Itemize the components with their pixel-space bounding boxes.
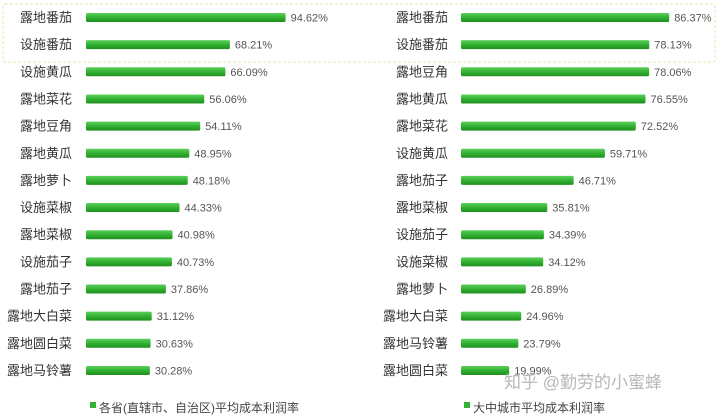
left-value-label: 37.86% xyxy=(171,284,209,296)
left-category-label: 露地茄子 xyxy=(20,282,72,297)
left-value-label: 40.73% xyxy=(177,257,215,269)
left-category-label: 露地番茄 xyxy=(20,10,72,25)
left-value-label: 94.62% xyxy=(291,13,329,25)
right-value-label: 78.13% xyxy=(654,40,692,52)
right-value-label: 59.71% xyxy=(610,148,648,160)
legend-label-left: 各省(直辖市、自治区)平均成本利润率 xyxy=(99,400,299,415)
left-category-label: 露地菜椒 xyxy=(20,227,72,242)
right-category-label: 露地菜花 xyxy=(396,119,448,134)
right-value-label: 34.39% xyxy=(549,230,587,242)
left-category-label: 露地豆角 xyxy=(20,119,72,134)
left-value-label: 54.11% xyxy=(205,121,242,133)
right-category-label: 露地圆白菜 xyxy=(383,363,448,378)
left-category-label: 设施番茄 xyxy=(20,37,72,52)
left-bar xyxy=(86,365,150,375)
left-bar xyxy=(86,175,188,185)
right-value-label: 78.06% xyxy=(654,67,692,79)
left-value-label: 30.28% xyxy=(155,365,193,377)
legend-right: 大中城市平均成本利润率 xyxy=(464,400,605,415)
right-value-label: 76.55% xyxy=(651,94,689,106)
right-bar xyxy=(461,365,510,375)
right-bar xyxy=(461,121,636,131)
right-category-label: 设施茄子 xyxy=(396,227,448,242)
left-category-label: 设施茄子 xyxy=(20,254,72,269)
right-category-label: 露地菜椒 xyxy=(396,200,448,215)
left-bar xyxy=(86,203,180,213)
left-value-label: 31.12% xyxy=(157,311,195,323)
right-bar xyxy=(461,257,544,267)
right-bar xyxy=(461,284,526,294)
left-value-label: 48.18% xyxy=(193,175,231,187)
right-bar xyxy=(461,338,519,348)
left-category-label: 露地黄瓜 xyxy=(20,146,72,161)
left-bar xyxy=(86,94,205,104)
right-category-label: 露地萝卜 xyxy=(396,282,448,297)
right-bar xyxy=(461,13,670,22)
right-category-label: 露地马铃薯 xyxy=(383,336,448,351)
legend-swatch-right xyxy=(464,402,470,408)
legend-left: 各省(直辖市、自治区)平均成本利润率 xyxy=(90,400,299,415)
left-category-label: 露地大白菜 xyxy=(7,309,72,324)
right-bar xyxy=(461,94,646,104)
right-bar xyxy=(461,311,522,321)
left-category-label: 露地马铃薯 xyxy=(7,363,72,378)
left-category-label: 露地圆白菜 xyxy=(7,336,72,351)
right-bar xyxy=(461,148,605,158)
right-value-label: 34.12% xyxy=(548,257,586,269)
right-category-label: 设施菜椒 xyxy=(396,254,448,269)
left-bar xyxy=(86,13,286,22)
right-value-label: 86.37% xyxy=(674,13,712,25)
right-value-label: 24.96% xyxy=(526,311,564,323)
left-category-label: 露地萝卜 xyxy=(20,173,72,188)
right-value-label: 26.89% xyxy=(531,284,569,296)
watermark: 知乎 @勤劳的小蜜蜂 xyxy=(504,373,662,392)
right-category-label: 露地大白菜 xyxy=(383,309,448,324)
chart-right: 露地番茄 86.37% 设施番茄 78.13% 露地豆角 78.06% 露地黄瓜 76.55%… xyxy=(383,10,712,378)
right-category-label: 设施番茄 xyxy=(396,37,448,52)
right-category-label: 设施黄瓜 xyxy=(396,146,448,161)
legend-swatch-left xyxy=(90,402,96,408)
left-bar xyxy=(86,121,201,131)
left-bar xyxy=(86,40,230,50)
left-bar xyxy=(86,257,172,267)
right-value-label: 35.81% xyxy=(552,203,590,215)
right-value-label: 19.99% xyxy=(514,365,552,377)
right-value-label: 72.52% xyxy=(641,121,679,133)
left-bar xyxy=(86,284,166,294)
left-bar xyxy=(86,338,151,348)
right-category-label: 露地茄子 xyxy=(396,173,448,188)
chart-left: 露地番茄 94.62% 设施番茄 68.21% 设施黄瓜 66.09% 露地菜花 56.06%… xyxy=(7,10,328,378)
right-bar xyxy=(461,203,548,213)
right-category-label: 露地豆角 xyxy=(396,64,448,79)
right-category-label: 露地黄瓜 xyxy=(396,91,448,106)
left-bar xyxy=(86,148,190,158)
right-bar xyxy=(461,230,544,240)
right-value-label: 46.71% xyxy=(579,175,617,187)
left-value-label: 44.33% xyxy=(185,203,223,215)
left-value-label: 56.06% xyxy=(209,94,247,106)
left-category-label: 露地菜花 xyxy=(20,91,72,106)
legend-label-right: 大中城市平均成本利润率 xyxy=(473,400,605,415)
left-value-label: 30.63% xyxy=(156,338,194,350)
left-value-label: 66.09% xyxy=(230,67,268,79)
right-bar xyxy=(461,40,650,50)
left-bar xyxy=(86,230,173,240)
right-bar xyxy=(461,67,650,77)
left-value-label: 48.95% xyxy=(194,148,232,160)
right-category-label: 露地番茄 xyxy=(396,10,448,25)
left-category-label: 设施菜椒 xyxy=(20,200,72,215)
left-bar xyxy=(86,67,226,77)
left-category-label: 设施黄瓜 xyxy=(20,64,72,79)
left-value-label: 40.98% xyxy=(178,230,216,242)
highlight-box xyxy=(2,3,716,63)
right-value-label: 23.79% xyxy=(523,338,561,350)
left-bar xyxy=(86,311,152,321)
left-value-label: 68.21% xyxy=(235,40,273,52)
right-bar xyxy=(461,175,574,185)
